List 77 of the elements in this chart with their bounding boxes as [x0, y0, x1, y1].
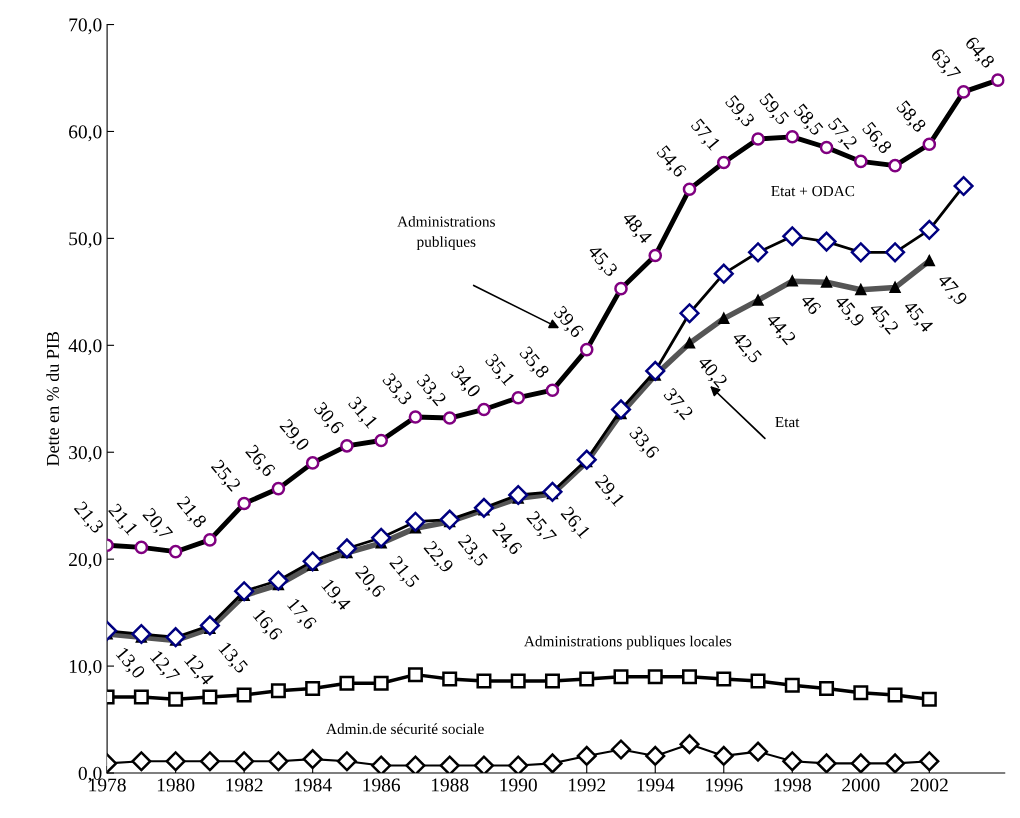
data-label: 13,0	[113, 646, 146, 682]
data-label: 40,2	[695, 354, 729, 391]
y-tick-label: 60,0	[69, 125, 102, 142]
data-label: 24,6	[489, 522, 523, 558]
x-tick-label: 1996	[706, 778, 743, 792]
y-axis-title: Dette en % du PIB	[46, 331, 60, 466]
y-tick-label: 30,0	[69, 446, 102, 462]
data-label: 54,6	[654, 144, 688, 180]
data-label: 16,6	[250, 608, 284, 643]
y-tick-label: 70,0	[69, 18, 102, 35]
data-label: 17,6	[284, 597, 318, 633]
x-tick-label: 1994	[637, 778, 675, 792]
data-label: 12,7	[147, 649, 181, 685]
x-tick-label: 1982	[226, 778, 263, 792]
y-tick-label: 10,0	[69, 659, 102, 676]
annotation: Administrations publiques	[397, 216, 495, 251]
data-label: 21,1	[105, 502, 139, 538]
data-label: 34,0	[448, 364, 482, 400]
data-label: 25,7	[524, 510, 558, 546]
data-label: 48,4	[619, 210, 654, 247]
y-tick-label: 50,0	[69, 232, 102, 249]
data-label: 20,7	[140, 507, 174, 543]
annotation: Etat	[775, 417, 800, 428]
data-label: 45,2	[866, 301, 900, 337]
x-tick-label: 2002	[910, 778, 948, 792]
data-label: 31,1	[345, 395, 379, 431]
data-label: 20,6	[352, 564, 386, 600]
x-tick-label: 1988	[431, 778, 469, 792]
data-label: 35,8	[516, 345, 550, 381]
x-tick-label: 1990	[500, 778, 537, 792]
data-label: 29,1	[592, 473, 626, 509]
data-label: 64,8	[962, 35, 996, 71]
data-label: 57,2	[825, 117, 859, 152]
data-label: 37,2	[661, 387, 694, 423]
data-label: 22,9	[421, 540, 455, 576]
series-label: Administrations publiques locales	[524, 635, 732, 650]
data-label: 57,1	[688, 118, 721, 153]
data-label: 21,5	[386, 555, 420, 591]
data-label: 33,2	[414, 373, 447, 409]
series-label: Admin.de sécurité sociale	[326, 723, 484, 735]
data-label: 26,1	[558, 505, 591, 541]
data-label: 12,4	[181, 653, 215, 688]
x-tick-label: 1980	[157, 778, 195, 792]
data-label: 30,6	[311, 401, 345, 437]
data-label: 45,4	[900, 299, 935, 335]
data-label: 59,5	[756, 92, 790, 128]
data-label: 58,8	[893, 99, 927, 135]
annotation: Etat + ODAC	[771, 185, 855, 197]
y-tick-label: 20,0	[69, 552, 102, 569]
x-tick-label: 1986	[363, 778, 401, 792]
data-label: 59,3	[722, 94, 756, 130]
x-tick-label: 2000	[842, 778, 880, 792]
data-label: 58,5	[791, 103, 825, 138]
y-tick-label: 40,0	[68, 339, 102, 356]
data-label: 63,7	[928, 47, 962, 83]
data-label: 56,8	[859, 121, 893, 157]
data-label: 42,5	[729, 330, 763, 366]
data-label: 39,6	[551, 305, 585, 341]
data-label: 33,3	[379, 372, 413, 408]
data-label: 29,0	[277, 418, 311, 454]
data-label: 26,6	[242, 444, 276, 480]
data-label: 44,2	[763, 312, 797, 348]
data-label: 25,2	[208, 458, 242, 494]
data-label: 45,9	[832, 293, 866, 330]
data-label: 45,3	[585, 243, 619, 280]
x-tick-label: 1984	[294, 778, 332, 792]
data-label: 46	[799, 292, 822, 316]
data-label: 19,4	[319, 578, 352, 613]
data-label: 23,5	[455, 533, 489, 569]
data-label: 35,1	[482, 353, 516, 388]
x-tick-label: 1992	[569, 778, 606, 792]
data-label: 13,5	[216, 641, 249, 676]
data-label: 21,8	[174, 495, 208, 531]
x-tick-label: 1998	[774, 778, 811, 792]
data-label: 33,6	[626, 425, 660, 461]
data-label: 21,3	[71, 500, 105, 536]
data-label: 47,9	[934, 272, 969, 308]
